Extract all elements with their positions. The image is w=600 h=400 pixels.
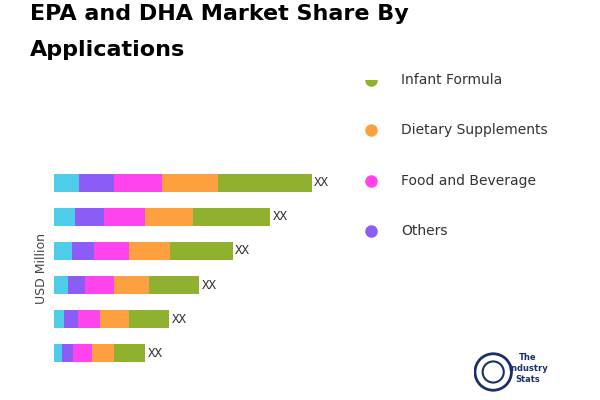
Bar [218,174,311,192]
Text: XX: XX [314,176,329,189]
Text: XX: XX [202,278,217,292]
Bar [129,242,170,260]
Bar [54,276,68,294]
Bar [54,310,64,328]
Y-axis label: USD Million: USD Million [35,232,49,304]
Bar [114,344,145,362]
Bar [54,174,79,192]
Bar [54,344,62,362]
Bar [94,242,129,260]
Bar [64,310,78,328]
Text: XX: XX [172,313,187,326]
Bar [104,208,145,226]
Bar [71,242,94,260]
Bar [145,208,193,226]
Bar [100,310,129,328]
Bar [129,310,169,328]
Bar [161,174,218,192]
Bar [78,310,100,328]
Text: XX: XX [235,244,250,258]
Bar [91,344,114,362]
Text: The
Industry
Stats: The Industry Stats [508,353,548,384]
Text: EPA and DHA Market Share By: EPA and DHA Market Share By [30,4,409,24]
Bar [68,276,85,294]
Bar [114,276,149,294]
Bar [85,276,114,294]
Bar [114,174,161,192]
Text: Dietary Supplements: Dietary Supplements [401,123,548,137]
Bar [149,276,199,294]
Bar [54,242,71,260]
Text: XX: XX [273,210,288,223]
Bar [193,208,270,226]
Bar [73,344,91,362]
Bar [170,242,233,260]
Text: Food and Beverage: Food and Beverage [401,174,536,188]
Text: Infant Formula: Infant Formula [401,73,502,87]
Text: Applications: Applications [30,40,185,60]
Bar [75,208,104,226]
Bar [79,174,114,192]
Text: Others: Others [401,224,448,238]
Bar [62,344,73,362]
Text: XX: XX [148,347,163,360]
Bar [54,208,75,226]
